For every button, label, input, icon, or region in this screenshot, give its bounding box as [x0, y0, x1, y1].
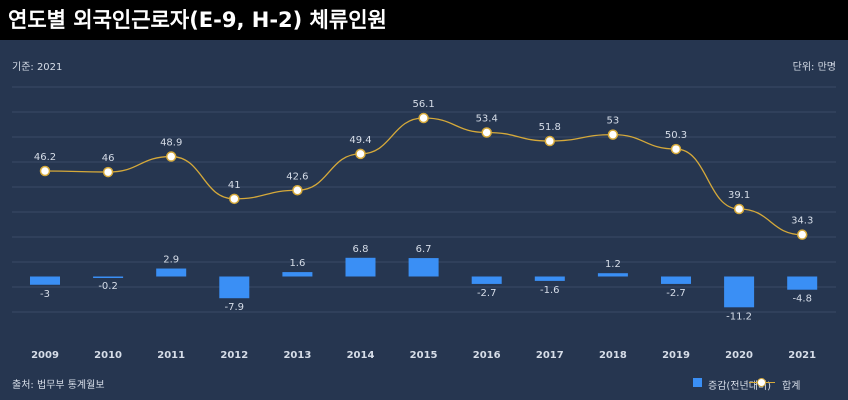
x-tick-label: 2011 [157, 350, 185, 361]
bar-change [597, 273, 628, 277]
legend-line-label: 합계 [782, 381, 801, 392]
bar-change [471, 276, 502, 284]
x-tick-label: 2020 [725, 350, 753, 361]
total-value-label: 34.3 [791, 216, 813, 227]
bar-change [156, 268, 187, 277]
total-value-label: 41 [228, 180, 241, 191]
bar-value-label: -11.2 [726, 311, 752, 322]
bar-change [787, 276, 818, 290]
x-tick-label: 2010 [94, 350, 122, 361]
total-point [229, 193, 240, 205]
bar-value-label: 6.8 [353, 244, 369, 255]
total-value-label: 51.8 [539, 122, 561, 133]
total-point [733, 203, 745, 215]
total-point [355, 148, 366, 160]
bar-value-label: 2.9 [163, 255, 179, 266]
bar-change [219, 276, 250, 299]
x-tick-label: 2019 [662, 350, 690, 361]
total-value-label: 53 [607, 116, 620, 127]
legend-bar-swatch [693, 378, 702, 387]
total-value-label: 42.6 [286, 171, 308, 182]
x-tick-label: 2013 [283, 350, 311, 361]
total-value-label: 46.2 [34, 152, 56, 163]
basis-note: 기준: 2021 [12, 62, 63, 73]
bar-change [282, 272, 313, 277]
x-tick-label: 2009 [31, 350, 59, 361]
total-point [796, 229, 808, 240]
total-point [102, 166, 114, 178]
x-tick-label: 2017 [536, 350, 564, 361]
bar-change [345, 257, 376, 277]
total-value-label: 46 [102, 153, 115, 164]
total-value-label: 49.4 [349, 135, 371, 146]
bar-value-label: -3 [40, 289, 50, 300]
x-tick-label: 2018 [599, 350, 627, 361]
source-note: 출처: 법무부 통계월보 [12, 380, 105, 391]
chart-title: 연도별 외국인근로자(E-9, H-2) 체류인원 [8, 8, 387, 32]
bar-value-label: 1.2 [605, 259, 621, 270]
x-tick-label: 2021 [788, 350, 816, 361]
legend-bar-label: 증감(전년대비) [708, 381, 772, 392]
bar-change [724, 276, 755, 308]
total-point [481, 127, 492, 138]
x-tick-label: 2015 [410, 350, 438, 361]
bar-value-label: 6.7 [416, 244, 432, 255]
total-value-label: 56.1 [412, 99, 434, 110]
chart-panel [0, 40, 848, 400]
bar-value-label: 1.6 [289, 258, 305, 269]
bar-change [93, 276, 124, 278]
total-value-label: 50.3 [665, 130, 687, 141]
total-value-label: 39.1 [728, 190, 750, 201]
bar-change [534, 276, 565, 281]
bar-change [30, 276, 60, 285]
legend-line-marker [757, 378, 766, 387]
total-point [165, 151, 177, 162]
bar-change [408, 258, 439, 277]
bar-value-label: -1.6 [540, 285, 560, 296]
bar-change [661, 276, 691, 284]
bar-value-label: -2.7 [477, 288, 497, 299]
total-point [418, 112, 429, 124]
total-line [44, 117, 803, 236]
total-point [607, 129, 619, 140]
total-point [544, 135, 556, 147]
bar-value-label: -0.2 [98, 281, 118, 292]
total-point [39, 165, 51, 177]
x-tick-label: 2012 [220, 350, 248, 361]
x-tick-label: 2014 [347, 350, 375, 361]
total-value-label: 53.4 [476, 113, 498, 124]
unit-note: 단위: 만명 [792, 62, 836, 73]
bar-value-label: -2.7 [666, 288, 686, 299]
x-tick-label: 2016 [473, 350, 501, 361]
bar-value-label: -7.9 [225, 302, 245, 313]
bar-value-label: -4.8 [792, 294, 812, 305]
total-value-label: 48.9 [160, 138, 182, 149]
total-point [292, 185, 303, 196]
total-point [670, 143, 682, 155]
title-bar: 연도별 외국인근로자(E-9, H-2) 체류인원 [0, 0, 848, 40]
